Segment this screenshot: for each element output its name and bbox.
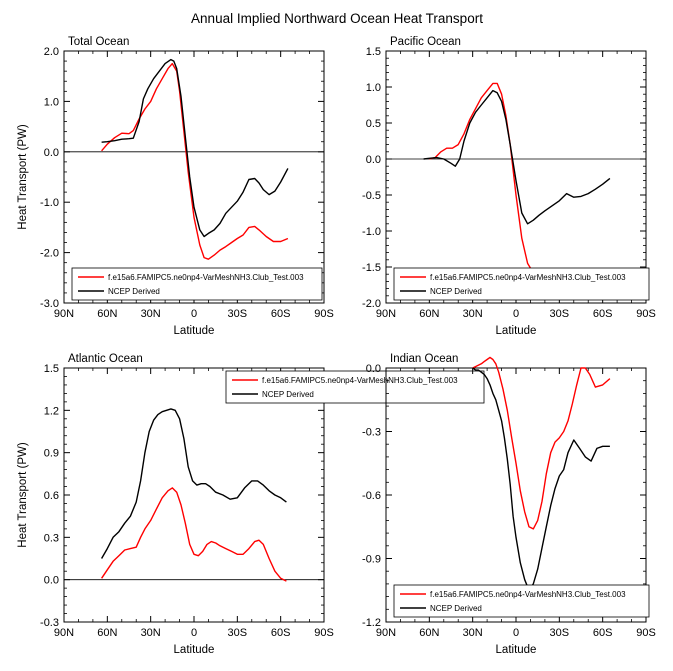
y-tick-label: 0.0 [366,363,381,375]
panels-container: Total Ocean 90N 60N 30N 0 30S 60S 90S 2.0 1.0 0.0 -… [17,36,656,656]
x-tick-label: 30S [228,627,248,639]
y-tick-label: -3.0 [40,298,59,310]
x-tick-label: 0 [191,627,197,639]
y-tick-label: -0.5 [362,190,381,202]
y-tick-label: 1.5 [366,46,381,58]
plot-frame [63,50,325,304]
panel-title: Atlantic Ocean [68,353,143,365]
panel-title: Indian Ocean [390,353,458,365]
chart-panel-2: Pacific Ocean 90N 60N 30N 0 30S 60S 90S 1.5 1.0 0.… [362,36,656,337]
series-line-ncep [100,408,287,559]
chart-panel-1: Total Ocean 90N 60N 30N 0 30S 60S 90S 2.0 1.0 0.0 -… [17,36,334,337]
y-tick-label: 2.0 [44,46,59,58]
y-axis-label: Heat Transport (PW) [17,124,29,230]
x-tick-label: 30N [141,308,161,320]
legend-label: f.e15a6.FAMIPC5.ne0np4-VarMeshNH3.Club_T… [430,273,626,282]
x-tick-label: 60S [593,627,613,639]
y-tick-label: 1.2 [44,405,59,417]
legend-label: NCEP Derived [108,287,160,296]
x-tick-label: 60N [419,308,439,320]
legend-label: NCEP Derived [430,604,482,613]
y-tick-label: 1.0 [366,82,381,94]
legend-box [393,267,650,301]
series-line-ncep [101,58,289,238]
x-tick-label: 90S [636,627,656,639]
y-tick-label: -1.5 [362,262,381,274]
x-tick-label: 30N [463,308,483,320]
series-line-model [429,82,611,288]
legend-label: f.e15a6.FAMIPC5.ne0np4-VarMeshNH3.Club_T… [430,590,626,599]
plot-frame [63,367,325,623]
y-tick-label: -0.6 [362,490,381,502]
legend-label: f.e15a6.FAMIPC5.ne0np4-VarMeshNH3.Club_T… [262,376,458,385]
x-tick-label: 30S [550,308,570,320]
x-axis-label: Latitude [174,325,215,337]
y-tick-label: -0.9 [362,554,381,566]
x-tick-label: 90N [376,627,396,639]
y-tick-label: -2.0 [362,298,381,310]
x-tick-label: 0 [191,308,197,320]
x-tick-label: 60S [593,308,613,320]
y-tick-label: 0.0 [44,147,59,159]
x-tick-label: 60N [419,627,439,639]
x-tick-label: 60N [97,627,117,639]
plot-frame [385,367,647,623]
y-tick-label: -1.2 [362,617,381,629]
y-tick-label: 1.5 [44,363,59,375]
x-tick-label: 60N [97,308,117,320]
y-tick-label: -2.0 [40,248,59,260]
y-tick-label: -0.3 [40,617,59,629]
y-tick-label: -0.3 [362,427,381,439]
x-tick-label: 90S [314,627,334,639]
x-tick-label: 90N [54,308,74,320]
y-tick-label: 0.9 [44,448,59,460]
x-tick-label: 30S [550,627,570,639]
x-tick-label: 30N [141,627,161,639]
x-tick-label: 0 [513,308,519,320]
y-tick-label: 0.0 [366,154,381,166]
x-tick-label: 30N [463,627,483,639]
y-tick-label: 0.5 [366,118,381,130]
y-tick-label: -1.0 [40,197,59,209]
series-line-ncep [423,89,611,225]
panel-title: Pacific Ocean [390,36,461,48]
x-tick-label: 60S [271,308,291,320]
x-axis-label: Latitude [496,644,537,656]
series-line-model [101,487,287,582]
legend-box [71,267,323,301]
x-tick-label: 30S [228,308,248,320]
legend-label: f.e15a6.FAMIPC5.ne0np4-VarMeshNH3.Club_T… [108,273,304,282]
y-tick-label: -1.0 [362,226,381,238]
legend-box [393,584,650,618]
y-tick-label: 0.0 [44,575,59,587]
y-tick-label: 0.3 [44,532,59,544]
legend: f.e15a6.FAMIPC5.ne0np4-VarMeshNH3.Club_T… [71,267,323,301]
panel-title: Total Ocean [68,36,129,48]
series-line-model [472,356,611,530]
x-tick-label: 90N [54,627,74,639]
series-line-ncep [472,367,610,591]
legend: f.e15a6.FAMIPC5.ne0np4-VarMeshNH3.Club_T… [225,370,485,404]
figure-title: Annual Implied Northward Ocean Heat Tran… [191,11,483,26]
x-tick-label: 60S [271,627,291,639]
x-tick-label: 90N [376,308,396,320]
legend-box [225,370,485,404]
chart-panel-4: Indian Ocean 90N 60N 30N 0 30S 60S 90S 0.0 -0.3 -0… [362,353,656,656]
chart-panel-3: Atlantic Ocean 90N 60N 30N 0 30S 60S 90S 1.5 1.2 0… [17,353,485,656]
legend: f.e15a6.FAMIPC5.ne0np4-VarMeshNH3.Club_T… [393,584,650,618]
legend-label: NCEP Derived [262,390,314,399]
x-axis-label: Latitude [174,644,215,656]
x-tick-label: 90S [636,308,656,320]
x-tick-label: 0 [513,627,519,639]
y-tick-label: 0.6 [44,490,59,502]
legend-label: NCEP Derived [430,287,482,296]
x-tick-label: 90S [314,308,334,320]
series-line-model [101,62,289,260]
y-tick-label: 1.0 [44,96,59,108]
legend: f.e15a6.FAMIPC5.ne0np4-VarMeshNH3.Club_T… [393,267,650,301]
y-axis-label: Heat Transport (PW) [17,442,29,548]
x-axis-label: Latitude [496,325,537,337]
